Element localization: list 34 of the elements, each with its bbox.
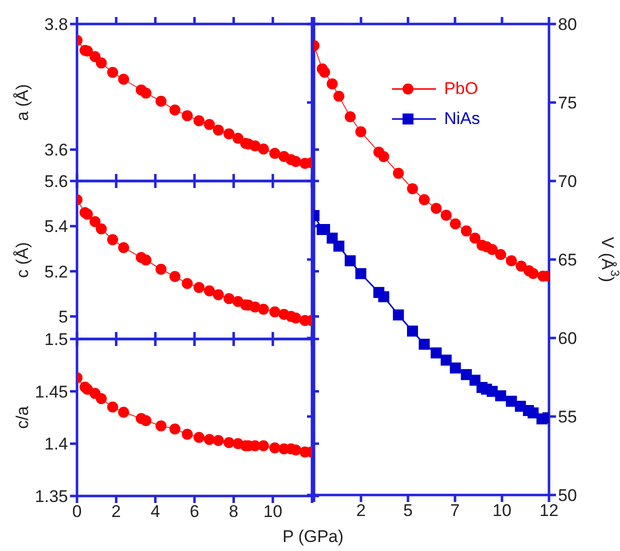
y-tick-label: 3.8	[44, 15, 68, 34]
y-tick-label: 1.5	[44, 330, 68, 350]
y2-tick-label: 50	[558, 486, 577, 506]
y-tick-label: 1.45	[34, 382, 68, 402]
x-tick-label: 0	[72, 502, 82, 522]
y-tick-label: 1.35	[34, 487, 68, 506]
y2-tick-label: 60	[558, 329, 577, 348]
x-tick-label: 12	[540, 501, 558, 520]
x-tick-label: 10	[263, 502, 282, 522]
y-axis-title: c/a	[12, 406, 32, 429]
y-tick-label: 5.4	[44, 217, 68, 236]
y2-tick-label: 65	[558, 250, 577, 270]
y-axis-title: c (Å)	[12, 242, 32, 278]
y2-tick-label: 70	[558, 172, 577, 192]
x-axis-title: P (GPa)	[281, 527, 345, 547]
y-tick-label: 1.4	[44, 434, 68, 454]
x-tick-label: 6	[190, 502, 200, 522]
x-tick-label: 2	[111, 502, 121, 522]
x-tick-label: 7	[450, 501, 460, 520]
y2-tick-label: 80	[558, 15, 577, 34]
legend-label: PbO	[444, 79, 478, 99]
x-tick-label: 4	[150, 502, 160, 522]
y-tick-label: 3.6	[44, 140, 68, 160]
y-tick-label: 5.2	[44, 262, 68, 282]
x-tick-label: 2	[356, 501, 366, 520]
y-axis-title: a (Å)	[12, 84, 32, 121]
x-tick-label: 5	[403, 501, 413, 520]
y-tick-label: 5.6	[44, 172, 68, 192]
x-tick-label: 10	[492, 501, 512, 520]
legend-label: NiAs	[444, 109, 480, 129]
y-tick-label: 5	[58, 307, 68, 326]
y2-tick-label: 55	[558, 408, 577, 427]
y2-tick-label: 75	[558, 94, 577, 113]
x-tick-label: 8	[228, 502, 238, 522]
